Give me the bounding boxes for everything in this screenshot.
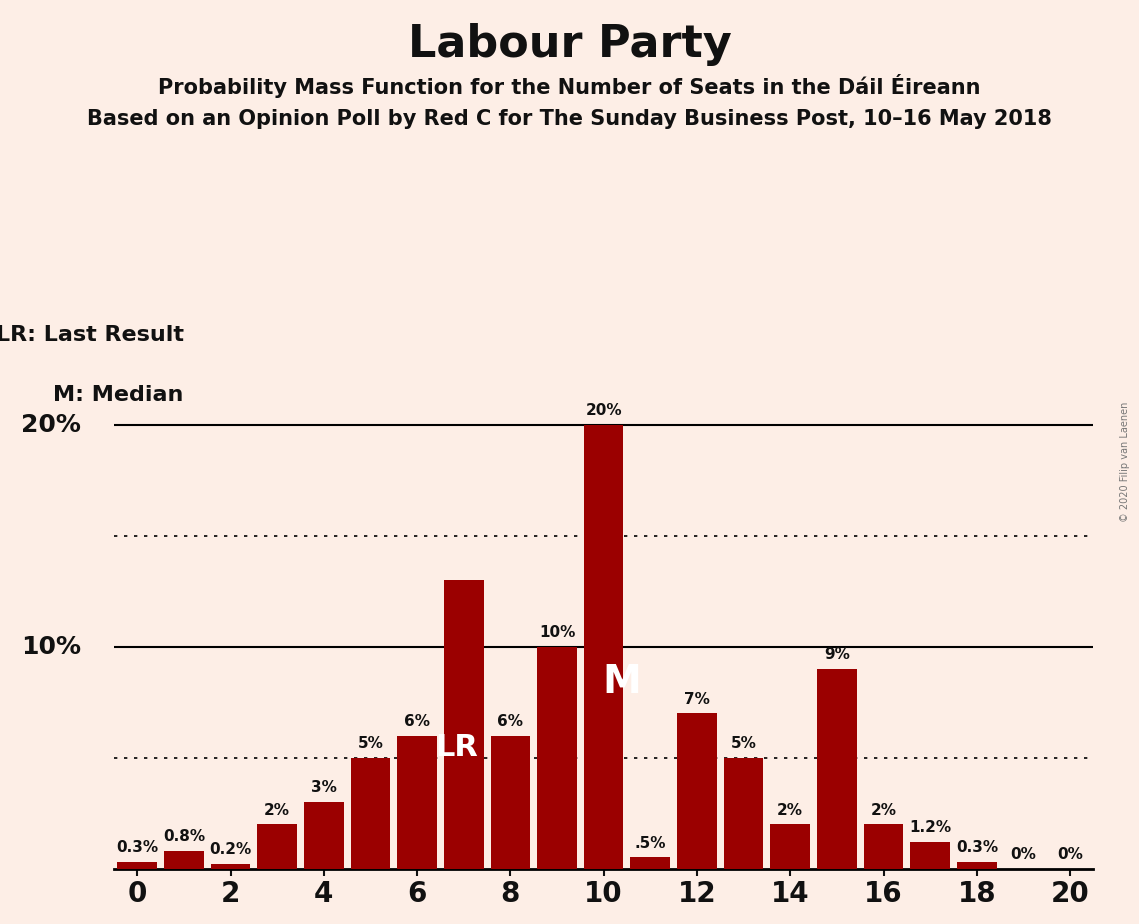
Text: LR: Last Result: LR: Last Result — [0, 325, 183, 346]
Text: Based on an Opinion Poll by Red C for The Sunday Business Post, 10–16 May 2018: Based on an Opinion Poll by Red C for Th… — [87, 109, 1052, 129]
Text: Probability Mass Function for the Number of Seats in the Dáil Éireann: Probability Mass Function for the Number… — [158, 74, 981, 98]
Text: 2%: 2% — [264, 803, 290, 818]
Text: M: Median: M: Median — [54, 385, 183, 405]
Text: 5%: 5% — [358, 736, 384, 751]
Bar — [351, 758, 391, 869]
Text: M: M — [603, 663, 641, 701]
Bar — [444, 580, 484, 869]
Bar — [304, 802, 344, 869]
Bar — [631, 857, 670, 869]
Text: LR: LR — [435, 733, 478, 762]
Bar — [957, 862, 997, 869]
Bar — [817, 669, 857, 869]
Text: 20%: 20% — [585, 404, 622, 419]
Text: 6%: 6% — [498, 714, 524, 729]
Bar — [164, 851, 204, 869]
Text: Labour Party: Labour Party — [408, 23, 731, 67]
Text: 0.8%: 0.8% — [163, 829, 205, 845]
Text: 3%: 3% — [311, 781, 337, 796]
Text: 20%: 20% — [22, 413, 81, 437]
Text: 0.3%: 0.3% — [956, 840, 998, 856]
Bar — [910, 842, 950, 869]
Bar — [723, 758, 763, 869]
Text: 10%: 10% — [539, 626, 575, 640]
Text: 0%: 0% — [1010, 847, 1036, 862]
Text: 6%: 6% — [404, 714, 431, 729]
Text: 7%: 7% — [685, 692, 710, 707]
Text: 2%: 2% — [777, 803, 803, 818]
Text: 10%: 10% — [22, 635, 81, 659]
Bar — [211, 864, 251, 869]
Text: 9%: 9% — [823, 648, 850, 663]
Bar — [584, 425, 623, 869]
Bar — [398, 736, 437, 869]
Bar — [491, 736, 531, 869]
Text: 1.2%: 1.2% — [909, 821, 951, 835]
Text: 2%: 2% — [870, 803, 896, 818]
Text: 5%: 5% — [730, 736, 756, 751]
Text: 0.3%: 0.3% — [116, 840, 158, 856]
Bar — [538, 647, 576, 869]
Bar — [677, 713, 716, 869]
Text: .5%: .5% — [634, 836, 666, 851]
Bar — [257, 824, 297, 869]
Text: 0.2%: 0.2% — [210, 843, 252, 857]
Bar — [770, 824, 810, 869]
Bar — [863, 824, 903, 869]
Text: © 2020 Filip van Laenen: © 2020 Filip van Laenen — [1121, 402, 1130, 522]
Text: 0%: 0% — [1057, 847, 1083, 862]
Bar — [117, 862, 157, 869]
